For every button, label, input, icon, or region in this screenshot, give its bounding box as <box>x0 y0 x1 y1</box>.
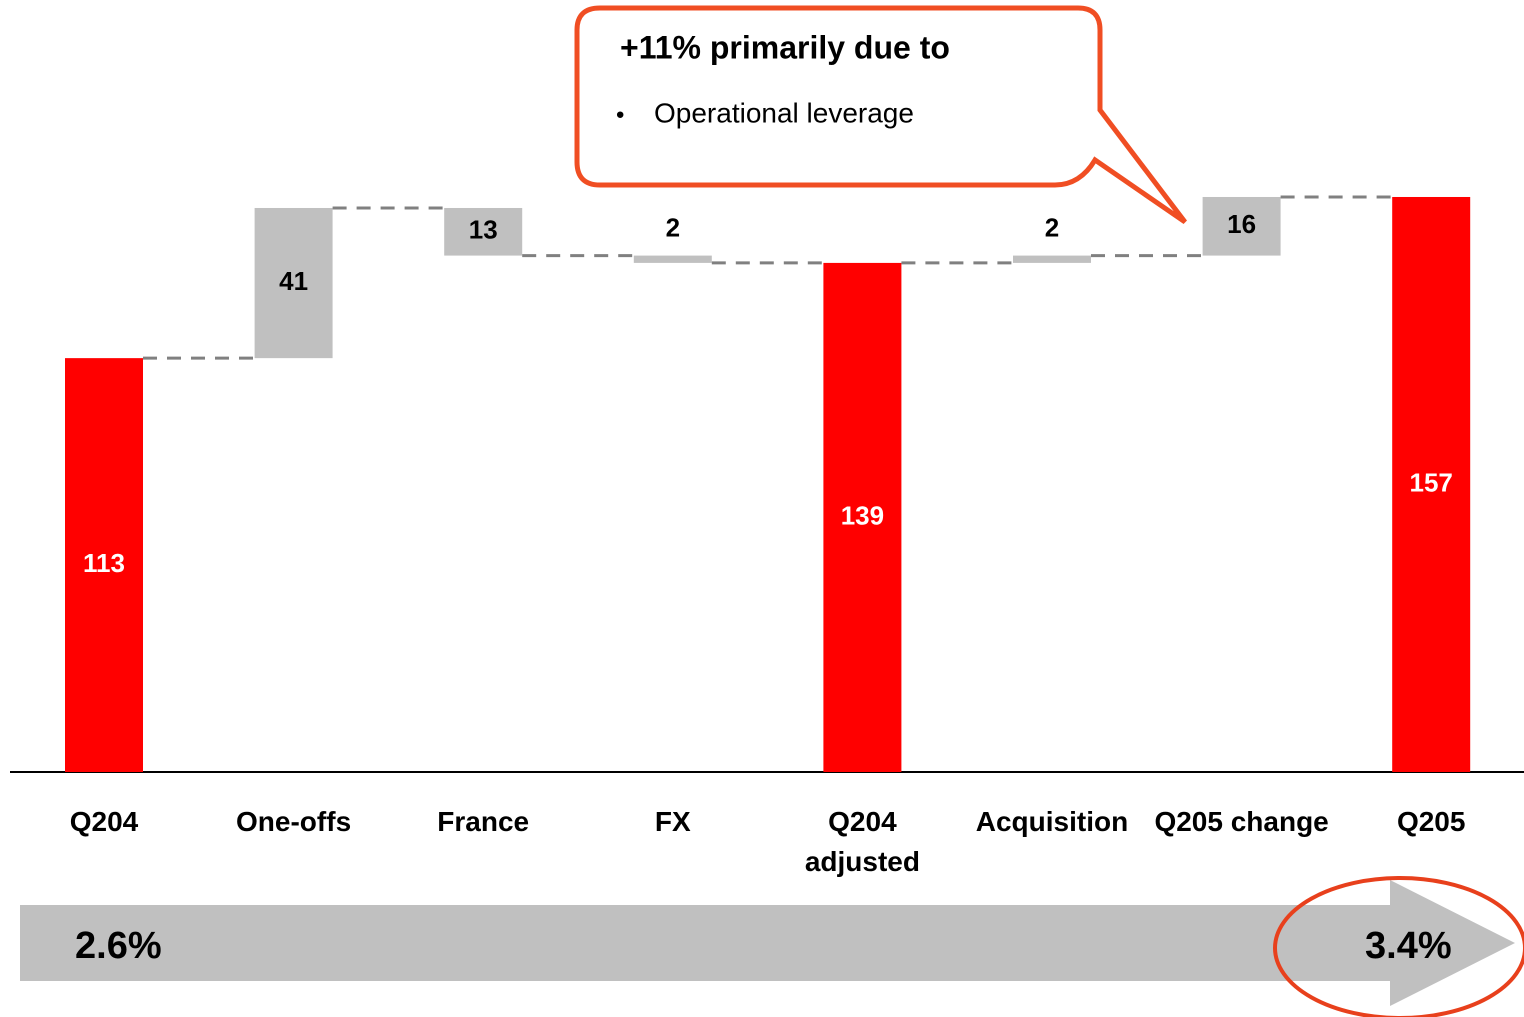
value-label: 16 <box>1227 209 1256 239</box>
callout-bullet: Operational leverage <box>654 97 914 128</box>
category-label: Q205 <box>1396 806 1466 837</box>
value-label: 2 <box>666 212 680 242</box>
category-label: Q205 change <box>1154 806 1329 837</box>
category-label: FX <box>654 806 691 837</box>
value-label: 2 <box>1045 212 1059 242</box>
end-margin: 3.4% <box>1365 925 1452 967</box>
bar <box>1013 255 1091 263</box>
category-label: Acquisition <box>975 806 1129 837</box>
bar <box>1202 196 1281 256</box>
bar <box>633 255 712 263</box>
bar <box>1392 196 1471 773</box>
value-label: 157 <box>1410 467 1453 497</box>
category-label: One-offs <box>236 806 352 837</box>
bar <box>823 262 902 772</box>
value-label: 139 <box>841 500 884 530</box>
value-label: 41 <box>279 266 308 296</box>
highlight-ellipse <box>1273 876 1524 1017</box>
bar <box>444 207 523 256</box>
bar <box>254 207 333 359</box>
category-label: Q204 <box>69 806 139 837</box>
bar <box>65 358 143 772</box>
category-label: France <box>437 806 530 837</box>
value-label: 13 <box>469 215 498 245</box>
callout-bubble <box>574 5 1187 225</box>
callout-title: +11% primarily due to <box>620 29 950 65</box>
bullet: • <box>616 101 624 128</box>
category-label: Q204 adjusted <box>804 806 920 877</box>
start-margin: 2.6% <box>75 925 162 967</box>
margin-arrow <box>20 880 1515 1006</box>
value-label: 113 <box>83 548 125 578</box>
